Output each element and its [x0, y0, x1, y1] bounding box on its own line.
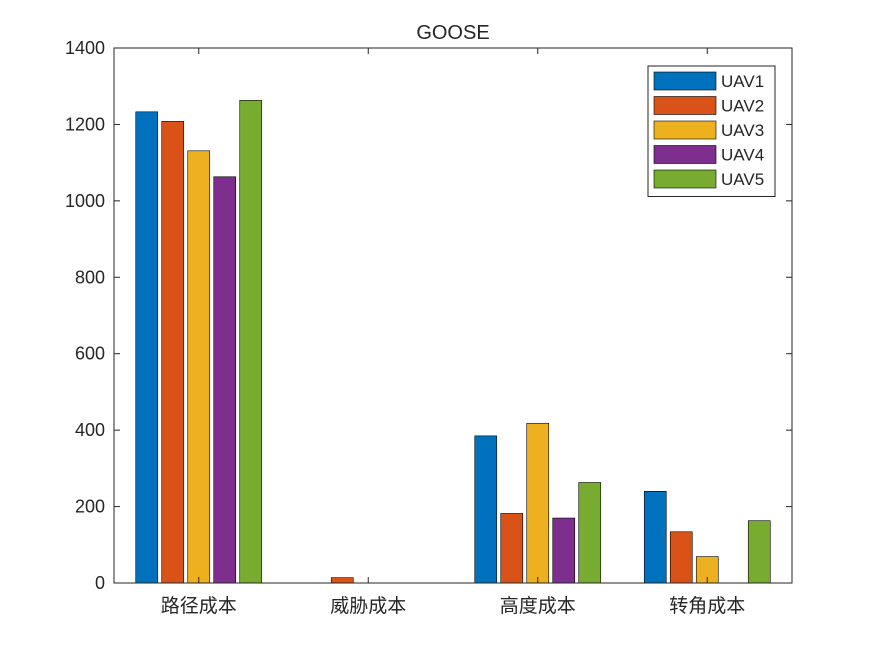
y-tick-label: 1000 — [65, 191, 105, 211]
bar-uav1-3 — [643, 490, 667, 584]
y-tick-label: 200 — [75, 497, 105, 517]
plot-area-frame — [113, 47, 793, 584]
legend-swatch-uav4 — [653, 145, 717, 164]
chart-title: GOOSE — [416, 22, 489, 44]
bar-uav1-2 — [474, 435, 498, 584]
bars-layer — [135, 100, 771, 584]
bar-uav5-3 — [747, 520, 771, 584]
legend-swatch-uav1 — [653, 71, 717, 91]
x-tick-label: 威胁成本 — [330, 595, 406, 617]
y-tick-label: 600 — [75, 344, 105, 364]
y-tick-label: 0 — [95, 573, 105, 593]
legend-label-uav2: UAV2 — [721, 97, 764, 116]
bar-uav1-0 — [135, 111, 159, 584]
bar-uav2-3 — [669, 531, 693, 584]
legend-label-uav3: UAV3 — [721, 121, 764, 140]
bar-uav3-0 — [187, 150, 211, 584]
axis-ticks: 0 200 400 600 800 1000 1200 1400 路径成本 威胁成本 高度成本 转角成… — [65, 38, 792, 617]
y-tick-label: 1200 — [65, 114, 105, 134]
legend-swatch-uav2 — [653, 96, 717, 115]
y-tick-label: 400 — [75, 420, 105, 440]
legend-label-uav4: UAV4 — [721, 146, 764, 165]
x-tick-label: 路径成本 — [161, 595, 237, 617]
legend-label-uav5: UAV5 — [721, 170, 764, 189]
bar-uav2-1 — [330, 577, 354, 584]
bar-uav2-0 — [161, 121, 185, 584]
x-tick-label: 高度成本 — [500, 595, 576, 617]
legend-swatch-uav5 — [653, 169, 717, 189]
bar-uav4-0 — [213, 176, 237, 584]
legend-label-uav1: UAV1 — [721, 72, 764, 91]
y-tick-label: 1400 — [65, 38, 105, 58]
x-tick-label: 转角成本 — [669, 595, 745, 617]
bar-uav2-2 — [500, 513, 524, 584]
legend: UAV1 UAV2 UAV3 UAV4 UAV5 — [647, 65, 776, 197]
bar-uav4-2 — [552, 517, 576, 584]
bar-uav5-0 — [239, 100, 263, 584]
bar-uav3-2 — [526, 422, 550, 584]
legend-swatch-uav3 — [653, 120, 717, 140]
y-tick-label: 800 — [75, 267, 105, 287]
bar-uav5-2 — [578, 482, 602, 584]
